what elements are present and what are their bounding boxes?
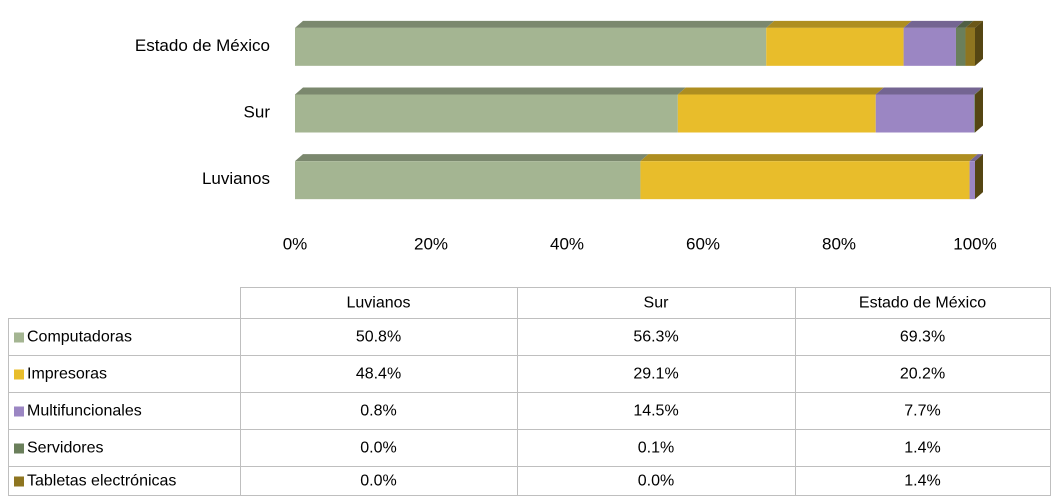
- table-value: 69.3%: [900, 329, 945, 346]
- x-tick-label: 0%: [283, 234, 308, 253]
- bar-front: [903, 27, 956, 66]
- bar-top: [903, 20, 964, 28]
- table-header: Estado de México: [859, 295, 986, 312]
- legend-key: [14, 332, 24, 343]
- table-value: 1.4%: [904, 440, 940, 457]
- legend-key: [14, 443, 24, 454]
- table-value: 0.0%: [360, 473, 396, 490]
- bar-segment: [295, 87, 686, 133]
- table-value: 0.8%: [360, 403, 396, 420]
- table-value: 0.0%: [638, 473, 674, 490]
- y-tick-label: Sur: [244, 102, 271, 121]
- bar-segment: [903, 20, 964, 66]
- legend-key: [14, 369, 24, 380]
- table-value: 7.7%: [904, 403, 940, 420]
- y-tick-label: Estado de México: [135, 36, 270, 55]
- data-table: Luvianos Sur Estado de México Computadoras 5…: [8, 287, 1051, 496]
- bar-top: [969, 154, 983, 162]
- legend-key: [14, 476, 24, 487]
- bar-front: [640, 161, 970, 200]
- table-value: 56.3%: [633, 329, 678, 346]
- bar-side: [975, 20, 983, 66]
- x-tick-label: 40%: [550, 234, 584, 253]
- bar-front: [969, 161, 975, 200]
- bar-front: [875, 94, 975, 133]
- x-tick-label: 80%: [822, 234, 856, 253]
- bar-segment: [295, 20, 775, 66]
- x-tick-label: 100%: [953, 234, 996, 253]
- bar-segment: [965, 20, 983, 66]
- table-value: 50.8%: [356, 329, 401, 346]
- bar-segment: [975, 87, 983, 133]
- table-header: Luvianos: [346, 295, 410, 312]
- legend-label: Tabletas electrónicas: [27, 473, 176, 490]
- bar-side: [975, 87, 983, 133]
- bar-top: [677, 87, 884, 95]
- bar-segment: [955, 20, 974, 66]
- bar-top: [766, 20, 912, 28]
- table-value: 1.4%: [904, 473, 940, 490]
- bar-segment: [640, 154, 978, 200]
- legend-label: Servidores: [27, 440, 103, 457]
- bar-top: [955, 20, 974, 28]
- table-value: 20.2%: [900, 366, 945, 383]
- x-tick-label: 20%: [414, 234, 448, 253]
- bar-segment: [975, 154, 983, 200]
- bar-top: [295, 20, 775, 28]
- bar-top: [974, 87, 983, 95]
- bar-top: [295, 154, 649, 162]
- legend-label: Computadoras: [27, 329, 132, 346]
- table-value: 0.0%: [360, 440, 396, 457]
- bar-front: [766, 27, 904, 66]
- bar-front: [955, 27, 966, 66]
- bar-front: [295, 161, 641, 200]
- bar-front: [965, 27, 975, 66]
- x-tick-label: 60%: [686, 234, 720, 253]
- legend-key: [14, 406, 24, 417]
- bar-segment: [969, 154, 983, 200]
- bar-front: [295, 27, 767, 66]
- table-header: Sur: [644, 295, 670, 312]
- bar-segment: [677, 87, 884, 133]
- y-tick-label: Luvianos: [202, 169, 270, 188]
- table-value: 0.1%: [638, 440, 674, 457]
- bar-segment: [766, 20, 912, 66]
- legend-label: Multifuncionales: [27, 403, 142, 420]
- table-value: 48.4%: [356, 366, 401, 383]
- table-value: 14.5%: [633, 403, 678, 420]
- bar-top: [295, 87, 686, 95]
- bar-segment: [295, 154, 649, 200]
- legend-label: Impresoras: [27, 366, 107, 383]
- bar-front: [677, 94, 876, 133]
- bar-side: [975, 154, 983, 200]
- bar-segment: [875, 87, 983, 133]
- bar-segment: [974, 87, 983, 133]
- bar-front: [974, 94, 975, 133]
- table-value: 29.1%: [633, 366, 678, 383]
- bar-top: [875, 87, 983, 95]
- bar-top: [640, 154, 978, 162]
- bar-front: [295, 94, 678, 133]
- bar-top: [965, 20, 983, 28]
